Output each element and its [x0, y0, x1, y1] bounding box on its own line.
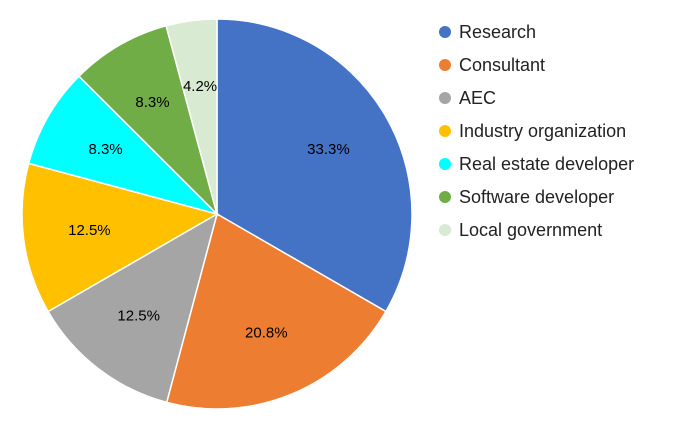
legend: Research Consultant AEC Industry organizati…	[439, 22, 634, 240]
data-label-real-estate-developer: 8.3%	[88, 141, 122, 158]
legend-label-software-developer: Software developer	[459, 187, 614, 207]
pie-data-labels: 33.3% 20.8% 12.5% 12.5% 8.3% 8.3% 4.2%	[68, 78, 350, 341]
legend-label-consultant: Consultant	[459, 55, 545, 75]
data-label-local-government: 4.2%	[183, 78, 217, 95]
legend-label-real-estate-developer: Real estate developer	[459, 154, 634, 174]
legend-label-industry-organization: Industry organization	[459, 121, 626, 141]
pie-slice-real-estate-developer	[27, 75, 220, 216]
pie-slice-software-developer	[77, 24, 219, 217]
data-label-industry-organization: 12.5%	[68, 222, 111, 239]
data-label-aec: 12.5%	[117, 308, 160, 325]
pie-slice-industry-organization	[21, 162, 219, 313]
pie-slices	[21, 18, 413, 410]
data-label-software-developer: 8.3%	[135, 94, 169, 111]
pie-slice-aec	[47, 212, 219, 404]
pie-slice-research	[216, 18, 413, 313]
legend-label-local-government: Local government	[459, 220, 602, 240]
legend-marker-research	[439, 26, 451, 38]
legend-marker-industry-organization	[439, 125, 451, 137]
legend-label-aec: AEC	[459, 88, 496, 108]
data-label-research: 33.3%	[307, 141, 350, 158]
legend-marker-consultant	[439, 59, 451, 71]
pie-slice-local-government	[165, 18, 218, 215]
legend-marker-aec	[439, 92, 451, 104]
data-label-consultant: 20.8%	[245, 324, 288, 341]
legend-label-research: Research	[459, 22, 536, 42]
legend-marker-local-government	[439, 224, 451, 236]
legend-marker-software-developer	[439, 191, 451, 203]
pie-slice-consultant	[165, 212, 387, 410]
legend-marker-real-estate-developer	[439, 158, 451, 170]
